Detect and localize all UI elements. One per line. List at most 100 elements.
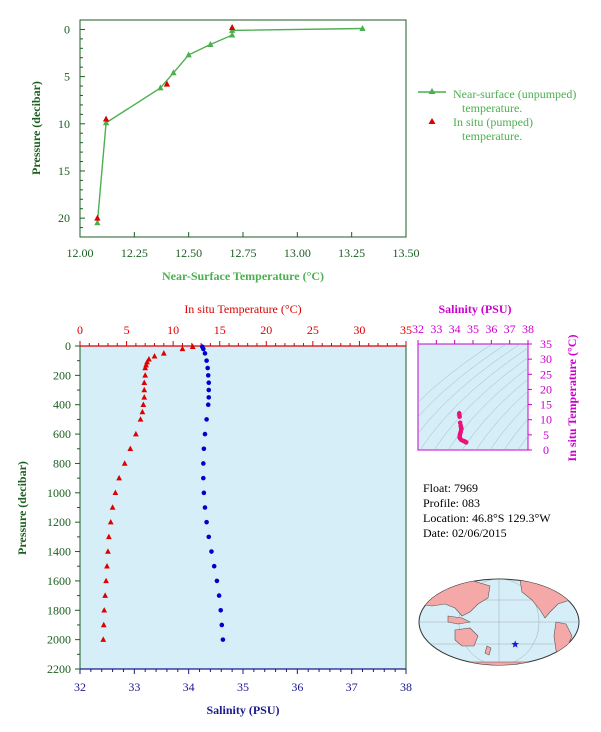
profile-temp-tick-label: 10 bbox=[167, 323, 179, 337]
temperature-point bbox=[140, 401, 147, 407]
profile-y-tick-label: 1800 bbox=[47, 603, 71, 617]
legend-unpumped-line1: Near-surface (unpumped) bbox=[453, 87, 576, 101]
ts-y-tick-label: 25 bbox=[540, 367, 552, 381]
location-map bbox=[418, 578, 580, 666]
top-x-ticks: 12.00 12.25 12.50 12.75 13.00 13.25 13.50 bbox=[67, 232, 420, 260]
salinity-point bbox=[214, 578, 220, 584]
top-y-axis-label: Pressure (decibar) bbox=[29, 81, 43, 175]
ts-plot-area bbox=[417, 343, 529, 451]
temperature-point bbox=[127, 445, 134, 452]
unpumped-temperature-point bbox=[185, 51, 192, 58]
legend-marker-pumped bbox=[428, 118, 436, 124]
ts-y-tick-label: 5 bbox=[543, 428, 549, 442]
profile-sal-tick-label: 38 bbox=[400, 680, 412, 694]
unpumped-temperature-point bbox=[157, 84, 164, 91]
temperature-point bbox=[121, 460, 128, 466]
ts-points bbox=[456, 410, 469, 445]
profile-y-axis-label: Pressure (decibar) bbox=[15, 461, 29, 555]
profile-sal-tick-label: 34 bbox=[183, 680, 195, 694]
density-contour bbox=[418, 344, 507, 418]
unpumped-temperature-point bbox=[102, 119, 110, 126]
salinity-point bbox=[201, 346, 206, 352]
salinity-point bbox=[209, 549, 214, 554]
ts-x-tick-label: 37 bbox=[504, 322, 516, 336]
ts-y-axis-label: In situ Temperature (°C) bbox=[565, 335, 579, 462]
top-x-tick-label: 12.00 bbox=[67, 246, 94, 260]
salinity-point bbox=[206, 534, 212, 540]
density-contour bbox=[517, 435, 528, 450]
top-x-axis-label: Near-Surface Temperature (°C) bbox=[162, 269, 324, 283]
profile-y-tick-label: 200 bbox=[53, 368, 71, 382]
ts-x-tick-label: 36 bbox=[485, 322, 497, 336]
temperature-point bbox=[107, 518, 114, 525]
profile-bottom-axis-label: Salinity (PSU) bbox=[206, 703, 279, 717]
temperature-point bbox=[142, 372, 149, 378]
pumped-temperature-point bbox=[102, 115, 110, 122]
salinity-point bbox=[201, 475, 206, 481]
top-y-tick-label: 0 bbox=[64, 22, 70, 36]
profile-y-tick-label: 800 bbox=[53, 456, 71, 470]
profile-y-tick-label: 400 bbox=[53, 398, 71, 412]
date: Date: 02/06/2015 bbox=[423, 526, 507, 540]
profile-sal-tick-label: 37 bbox=[346, 680, 358, 694]
salinity-point bbox=[205, 373, 211, 378]
top-y-tick-label: 5 bbox=[64, 70, 70, 84]
ts-y-tick-label: 35 bbox=[540, 337, 552, 351]
top-series bbox=[94, 24, 366, 226]
temperature-point bbox=[116, 474, 122, 481]
temperature-point bbox=[104, 563, 110, 569]
top-x-tick-label: 13.50 bbox=[393, 246, 420, 260]
temperature-point bbox=[105, 533, 112, 540]
density-contour bbox=[433, 357, 528, 450]
profile-temperature-ticks: 0 5 10 15 20 25 30 35 bbox=[77, 323, 412, 346]
ts-y-tick-label: 30 bbox=[540, 352, 552, 366]
profile-y-tick-label: 0 bbox=[65, 339, 71, 353]
salinity-point bbox=[202, 431, 208, 437]
density-contour bbox=[588, 334, 601, 450]
temperature-point bbox=[142, 364, 149, 371]
temperature-point bbox=[112, 489, 119, 496]
unpumped-temperature-point bbox=[359, 24, 366, 31]
unpumped-temperature-point bbox=[228, 31, 236, 38]
density-contour bbox=[489, 403, 528, 450]
salinity-point bbox=[219, 622, 225, 628]
top-x-tick-label: 12.75 bbox=[230, 246, 257, 260]
ts-x-tick-label: 32 bbox=[412, 322, 424, 336]
ts-point bbox=[463, 440, 469, 445]
salinity-point bbox=[201, 490, 207, 496]
profile-temp-tick-label: 0 bbox=[77, 323, 83, 337]
profile-y-tick-label: 1400 bbox=[47, 545, 71, 559]
ts-x-tick-label: 35 bbox=[467, 322, 479, 336]
salinity-point bbox=[216, 593, 222, 598]
float-number: Float: 7969 bbox=[423, 481, 478, 495]
profile-temp-tick-label: 35 bbox=[400, 323, 412, 337]
land-australia bbox=[454, 627, 479, 647]
profile-top-axis-label: In situ Temperature (°C) bbox=[184, 302, 301, 316]
temperature-point bbox=[179, 345, 186, 352]
pumped-temperature-point bbox=[94, 214, 101, 221]
ts-density-contours bbox=[418, 334, 601, 450]
salinity-point bbox=[218, 607, 224, 613]
top-x-tick-label: 13.00 bbox=[284, 246, 311, 260]
salinity-point bbox=[204, 417, 209, 422]
temperature-point bbox=[160, 350, 167, 356]
top-x-tick-label: 12.50 bbox=[175, 246, 202, 260]
profile-sal-tick-label: 33 bbox=[128, 680, 140, 694]
profile-temp-tick-label: 25 bbox=[307, 323, 319, 337]
top-y-tick-label: 15 bbox=[58, 164, 70, 178]
top-y-tick-label: 10 bbox=[58, 117, 70, 131]
pumped-temperature-point bbox=[163, 80, 171, 87]
profile-sal-tick-label: 35 bbox=[237, 680, 249, 694]
salinity-point bbox=[204, 519, 209, 525]
temperature-point bbox=[139, 408, 146, 415]
salinity-point bbox=[204, 358, 209, 363]
ts-y-tick-label: 10 bbox=[540, 413, 552, 427]
salinity-point bbox=[202, 505, 208, 510]
profile-sal-tick-label: 32 bbox=[74, 680, 86, 694]
salinity-point bbox=[205, 402, 211, 408]
profile-number: Profile: 083 bbox=[423, 496, 480, 510]
salinity-point bbox=[206, 387, 212, 393]
density-contour bbox=[418, 344, 493, 403]
